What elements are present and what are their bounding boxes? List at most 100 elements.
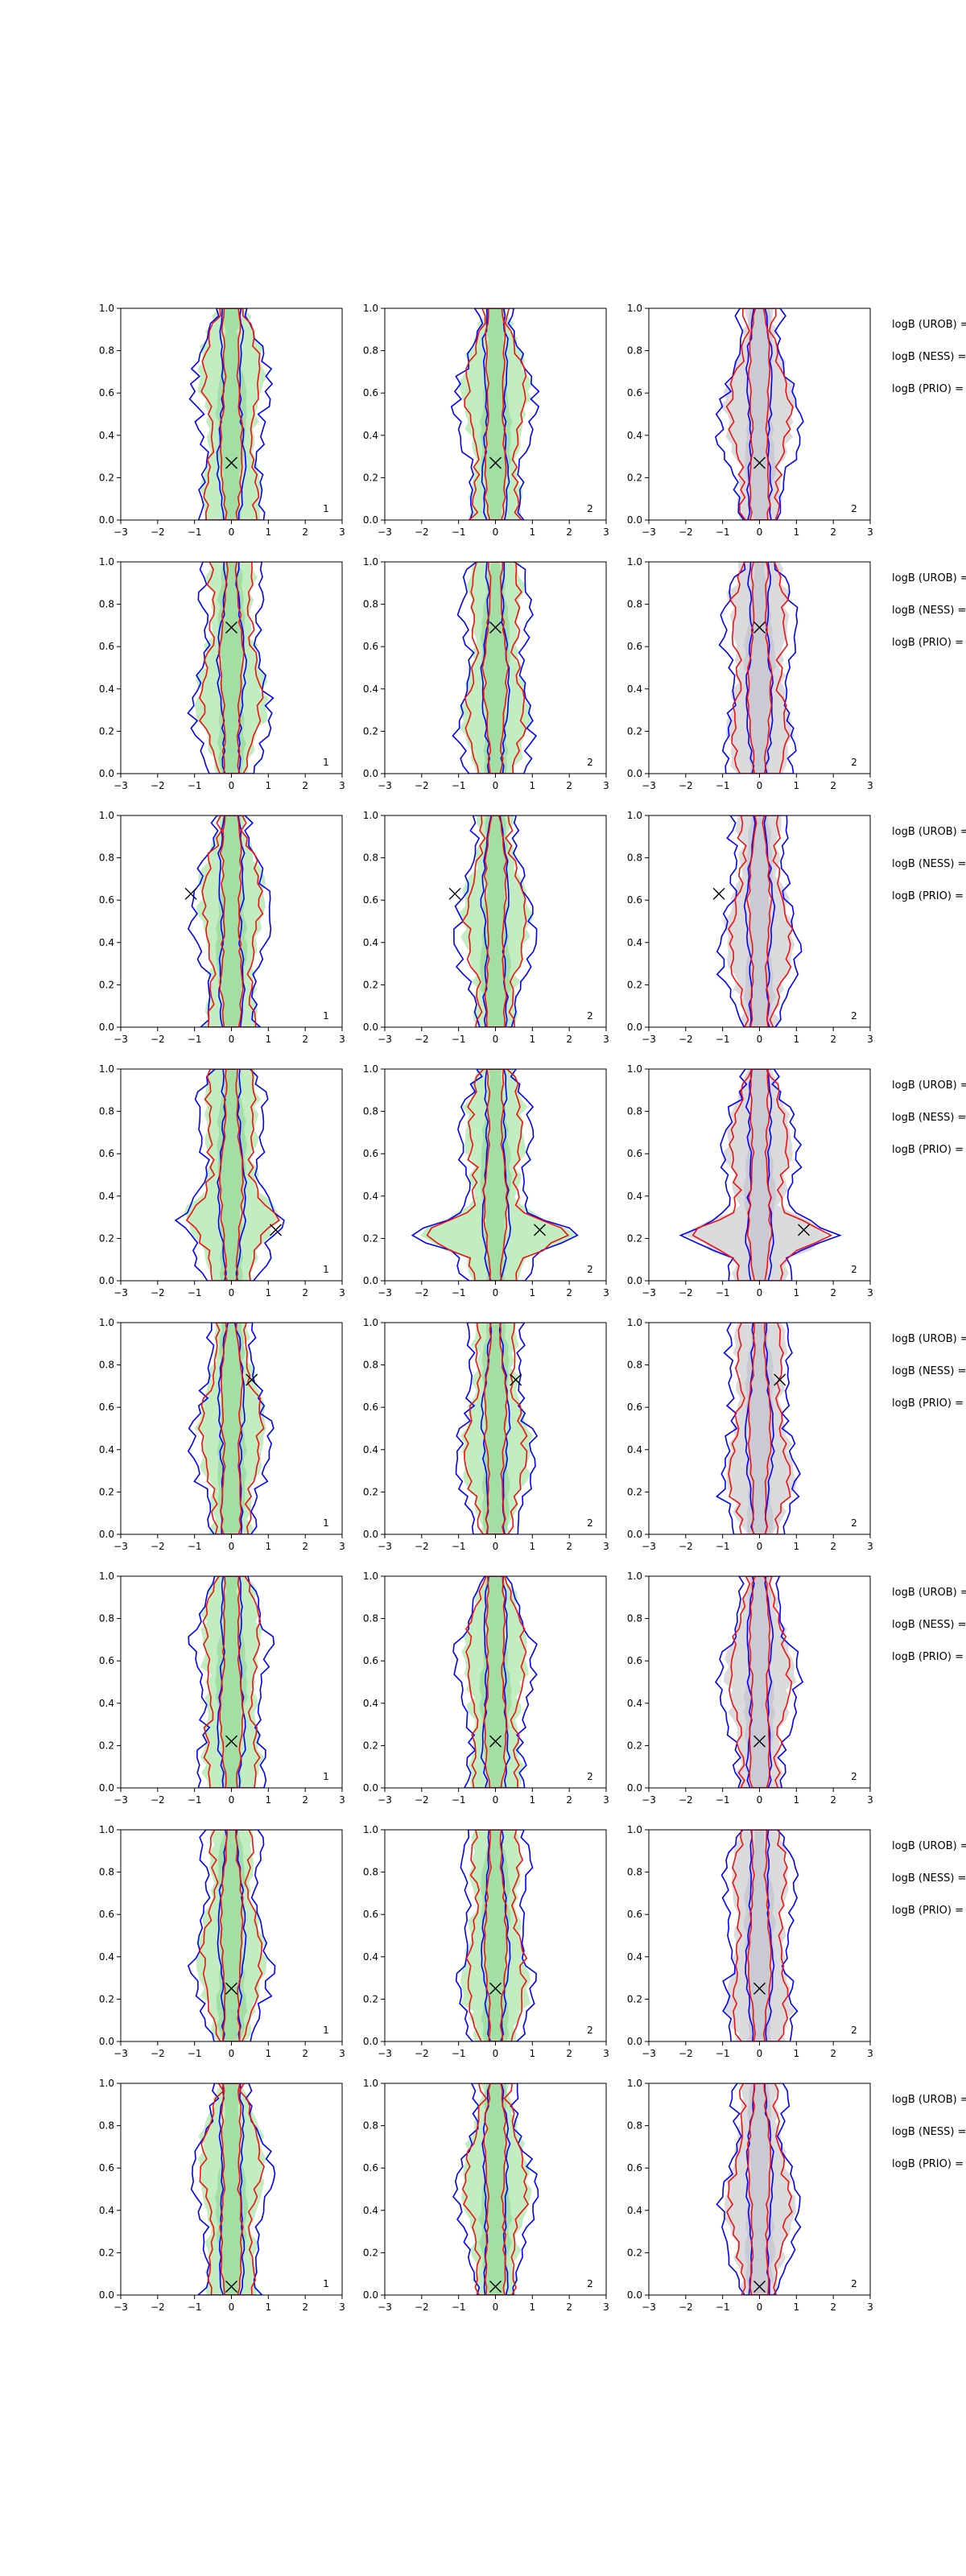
x-tick-label: 2 [830, 526, 836, 538]
y-tick-label: 0.4 [99, 2205, 114, 2216]
blue-contour-outer [188, 1576, 275, 1788]
y-tick-label: 0.8 [99, 1360, 114, 1371]
y-tick-label: 0.0 [627, 514, 642, 526]
blue-contour-inner [481, 1830, 511, 2041]
y-tick-label: 0.0 [627, 1782, 642, 1794]
panel-r1-c2: −3 −2 −1 0 1 2 3 0.0 0.2 0.4 0.6 0.8 1.0 2 [363, 303, 609, 538]
blue-contour-outer [174, 1069, 285, 1281]
panel-r4-c2: −3 −2 −1 0 1 2 3 0.0 0.2 0.4 0.6 0.8 1.0 2 [363, 1063, 609, 1298]
panel-label: 2 [851, 1264, 857, 1275]
y-tick-label: 0.0 [627, 768, 642, 779]
y-tick-label: 0.0 [627, 2289, 642, 2301]
plot-area [712, 815, 803, 1027]
y-tick-label: 0.4 [99, 1698, 114, 1709]
blue-contour-outer [188, 308, 274, 520]
y-tick-label: 0.0 [99, 1275, 114, 1286]
y-tick-label: 0.2 [99, 1993, 114, 2004]
panel-label: 2 [851, 757, 857, 768]
x-tick-label: 0 [229, 1794, 235, 1806]
y-tick-label: 1.0 [627, 2078, 642, 2089]
x-tick-label: −2 [415, 1034, 429, 1045]
x-tick-label: 1 [530, 526, 536, 538]
x-tick-label: −3 [642, 1034, 656, 1045]
plot-area [715, 308, 804, 520]
density-fill-inner [743, 815, 776, 1027]
y-tick-label: 0.8 [99, 599, 114, 610]
y-tick-label: 0.2 [363, 2247, 378, 2258]
x-tick-label: 1 [530, 780, 536, 791]
x-tick-label: −2 [151, 1287, 165, 1298]
x-tick-label: −1 [452, 1794, 466, 1806]
row-annotation-2: logB (NESS) = [892, 858, 966, 870]
panel-r7-c1: −3 −2 −1 0 1 2 3 0.0 0.2 0.4 0.6 0.8 1.0 1 [99, 1824, 345, 2059]
truth-marker [448, 887, 461, 900]
x-tick-label: 0 [757, 1794, 763, 1806]
y-tick-label: 1.0 [627, 1824, 642, 1835]
y-tick-label: 0.8 [99, 345, 114, 357]
truth-marker [489, 621, 502, 634]
row-annotation-1: logB (UROB) = [892, 1333, 966, 1345]
y-tick-label: 0.2 [627, 979, 642, 990]
red-contour-inner [747, 1830, 773, 2041]
x-tick-label: 3 [867, 526, 873, 538]
red-contour-inner [218, 562, 245, 774]
truth-marker [774, 1373, 786, 1386]
y-tick-label: 0.0 [99, 1022, 114, 1033]
blue-contour-outer [190, 2083, 276, 2295]
y-tick-label: 0.6 [363, 1148, 378, 1159]
row-annotation-1: logB (UROB) = [892, 1840, 966, 1852]
x-tick-label: −3 [642, 526, 656, 538]
x-tick-label: −2 [679, 1794, 693, 1806]
y-tick-label: 0.0 [363, 768, 378, 779]
y-tick-label: 0.4 [99, 1444, 114, 1455]
y-tick-label: 0.0 [627, 1529, 642, 1540]
y-tick-label: 1.0 [363, 1063, 378, 1075]
red-contour-inner [746, 562, 773, 774]
x-tick-label: 1 [530, 2048, 536, 2059]
x-tick-label: −2 [679, 780, 693, 791]
red-contour-outer [185, 1069, 280, 1281]
plot-area [448, 815, 538, 1027]
y-tick-label: 0.2 [363, 1993, 378, 2004]
y-tick-label: 0.2 [99, 725, 114, 737]
x-tick-label: −1 [188, 2301, 202, 2313]
row-annotation-2: logB (NESS) = [892, 1365, 966, 1377]
red-contour-inner [483, 815, 508, 1027]
y-tick-label: 0.6 [99, 894, 114, 906]
blue-contour-inner [745, 562, 774, 774]
y-tick-label: 0.4 [363, 1191, 378, 1202]
blue-contour-inner [216, 562, 248, 774]
x-tick-label: 3 [867, 1287, 873, 1298]
x-tick-label: 2 [566, 2048, 572, 2059]
y-tick-label: 0.2 [627, 472, 642, 483]
x-tick-label: −3 [642, 2048, 656, 2059]
truth-marker [489, 1735, 502, 1748]
y-tick-label: 0.6 [363, 1655, 378, 1666]
x-tick-label: 0 [493, 1541, 499, 1552]
red-contour-outer [465, 1830, 528, 2041]
x-tick-label: 1 [794, 780, 800, 791]
y-tick-label: 1.0 [363, 1571, 378, 1582]
y-tick-label: 0.6 [627, 2162, 642, 2174]
x-tick-label: 2 [302, 526, 308, 538]
x-tick-label: −2 [415, 2301, 429, 2313]
x-tick-label: −1 [188, 1794, 202, 1806]
truth-marker [753, 456, 766, 469]
truth-marker [225, 1982, 237, 1995]
y-tick-label: 1.0 [363, 303, 378, 314]
x-tick-label: 0 [493, 1034, 499, 1045]
red-contour-inner [220, 308, 244, 520]
truth-marker [246, 1373, 258, 1386]
x-tick-label: −3 [642, 1794, 656, 1806]
x-tick-label: 1 [794, 526, 800, 538]
x-tick-label: −2 [679, 1034, 693, 1045]
y-tick-label: 1.0 [363, 2078, 378, 2089]
x-tick-label: 3 [867, 1541, 873, 1552]
x-tick-label: 3 [867, 780, 873, 791]
blue-contour-outer [455, 1323, 539, 1534]
y-tick-label: 0.2 [363, 1232, 378, 1244]
y-tick-label: 0.4 [627, 1951, 642, 1963]
row-annotation-3: logB (PRIO) = [892, 1144, 964, 1156]
red-contour-outer [726, 2083, 793, 2295]
y-tick-label: 0.8 [99, 2120, 114, 2132]
